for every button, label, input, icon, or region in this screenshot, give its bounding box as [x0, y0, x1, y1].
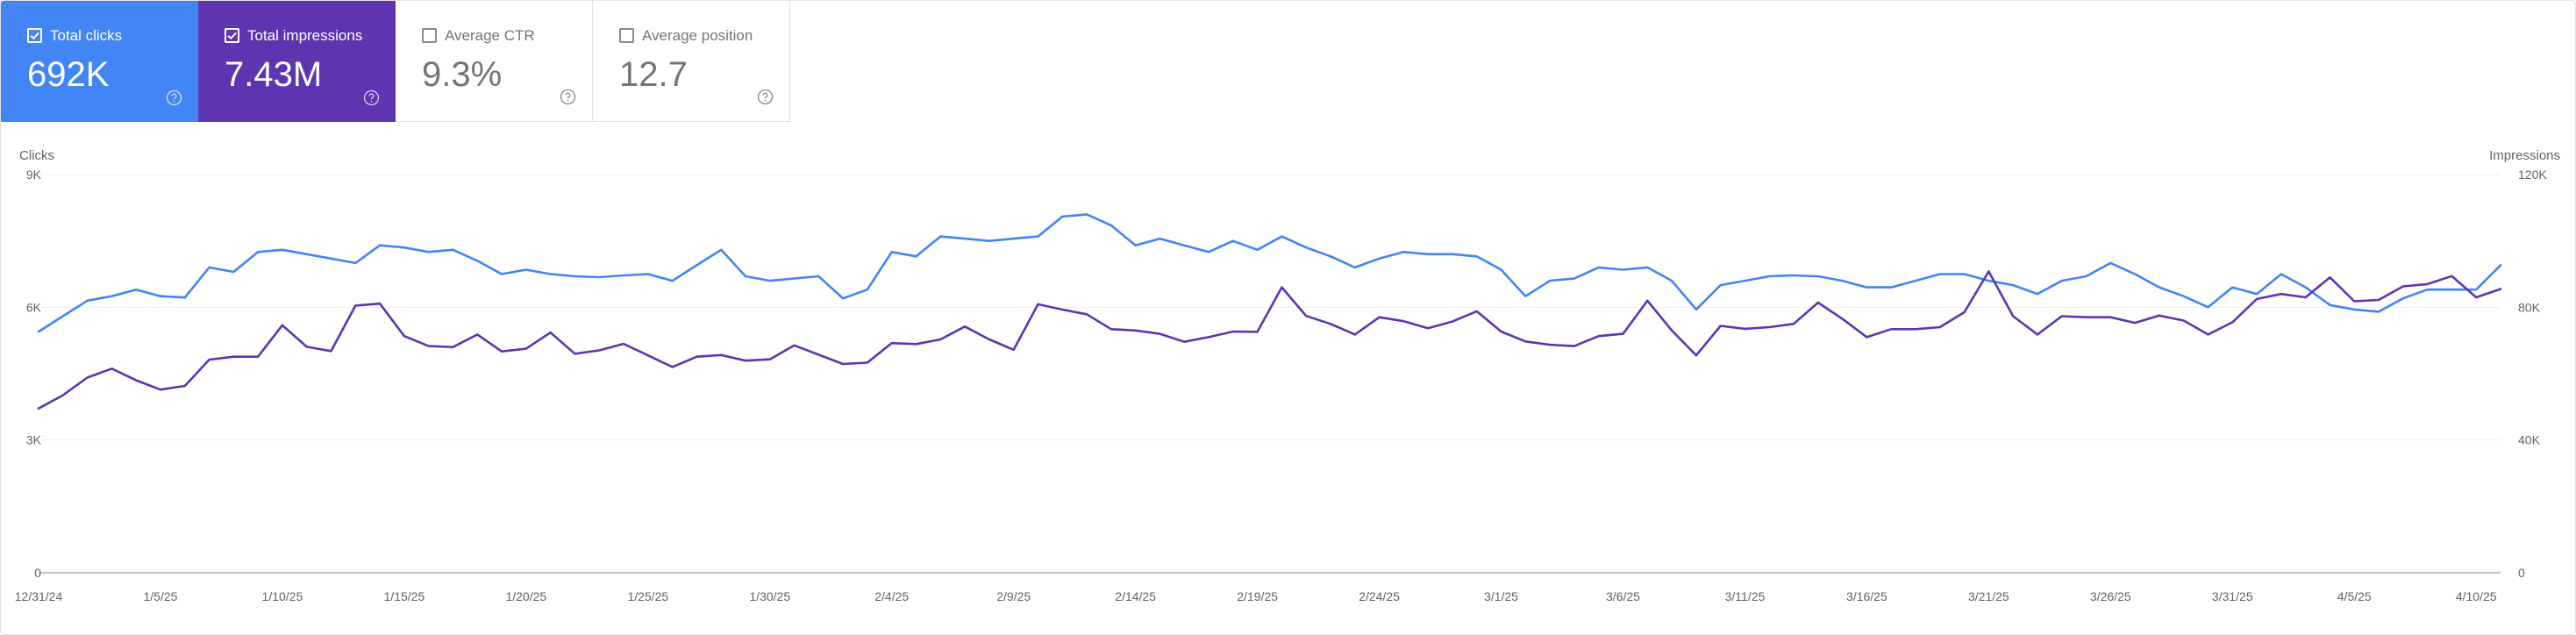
x-axis-tick-label: 3/1/25 — [1484, 589, 1518, 603]
right-axis-title: Impressions — [2489, 148, 2560, 163]
left-axis-tick-label: 9K — [26, 168, 42, 182]
help-circle-icon[interactable] — [560, 89, 576, 105]
card-label: Total clicks — [50, 27, 123, 44]
x-axis-tick-label: 2/9/25 — [996, 589, 1031, 603]
checkbox-unchecked-icon[interactable] — [422, 28, 437, 43]
x-axis-tick-label: 3/11/25 — [1725, 589, 1766, 603]
performance-chart: Clicks Impressions 0 3K 6K 9K 0 40K 80K 120K 12… — [1, 122, 2575, 634]
x-axis-tick-label: 1/20/25 — [505, 589, 546, 603]
x-axis-tick-label: 4/5/25 — [2337, 589, 2372, 603]
card-value: 692K — [27, 55, 110, 94]
x-axis-tick-label: 2/4/25 — [874, 589, 909, 603]
total-clicks-card[interactable]: Total clicks 692K — [1, 1, 198, 122]
average-position-card[interactable]: Average position 12.7 — [593, 1, 790, 122]
x-axis-tick-label: 2/14/25 — [1115, 589, 1156, 603]
average-ctr-card[interactable]: Average CTR 9.3% — [396, 1, 593, 122]
card-value: 12.7 — [619, 55, 688, 94]
x-axis-tick-label: 2/19/25 — [1237, 589, 1278, 603]
help-circle-icon[interactable] — [363, 89, 380, 106]
card-label: Average position — [642, 27, 753, 44]
x-axis-tick-label: 3/21/25 — [1968, 589, 2009, 603]
total-impressions-card[interactable]: Total impressions 7.43M — [198, 1, 396, 122]
performance-chart-svg: Clicks Impressions 0 3K 6K 9K 0 40K 80K 120K 12… — [15, 148, 2560, 603]
x-axis-tick-label: 1/10/25 — [262, 589, 303, 603]
x-axis-tick-label: 12/31/24 — [15, 589, 63, 603]
x-axis-tick-label: 3/26/25 — [2090, 589, 2131, 603]
x-axis-tick-label: 4/10/25 — [2456, 589, 2497, 603]
x-axis-tick-label: 1/15/25 — [384, 589, 425, 603]
right-axis-tick-label: 120K — [2518, 168, 2547, 182]
x-axis-tick-label: 1/5/25 — [143, 589, 177, 603]
metric-cards: Total clicks 692K Total impressions 7.43… — [1, 1, 790, 122]
help-circle-icon[interactable] — [757, 89, 774, 105]
card-value: 7.43M — [225, 55, 323, 94]
x-axis-tick-label: 3/16/25 — [1846, 589, 1887, 603]
left-axis-tick-label: 3K — [26, 433, 42, 447]
x-axis-tick-label: 1/30/25 — [749, 589, 790, 603]
series-line-impressions — [37, 270, 2502, 410]
series-line-clicks — [37, 213, 2502, 333]
right-axis-tick-label: 40K — [2518, 433, 2541, 447]
left-axis-tick-label: 0 — [34, 566, 41, 580]
card-label: Average CTR — [445, 27, 535, 44]
left-axis-tick-label: 6K — [26, 300, 42, 314]
checkbox-checked-icon[interactable] — [27, 28, 42, 43]
right-axis-tick-label: 0 — [2518, 566, 2525, 580]
card-value: 9.3% — [422, 55, 503, 94]
x-axis-tick-label: 1/25/25 — [627, 589, 668, 603]
x-axis-tick-label: 2/24/25 — [1359, 589, 1400, 603]
right-axis-tick-label: 80K — [2518, 300, 2541, 314]
left-axis-title: Clicks — [19, 148, 54, 163]
x-axis-tick-label: 3/31/25 — [2212, 589, 2253, 603]
checkbox-unchecked-icon[interactable] — [619, 28, 634, 43]
card-label: Total impressions — [247, 27, 363, 44]
help-circle-icon[interactable] — [166, 89, 182, 106]
x-axis-tick-label: 3/6/25 — [1606, 589, 1640, 603]
checkbox-checked-icon[interactable] — [225, 28, 239, 43]
